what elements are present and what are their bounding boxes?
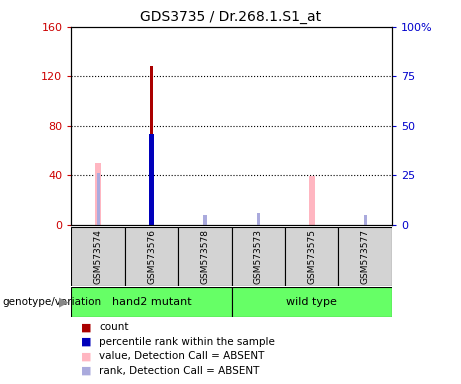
Text: wild type: wild type xyxy=(286,297,337,307)
Text: ■: ■ xyxy=(81,322,91,332)
Text: GSM573574: GSM573574 xyxy=(94,229,103,284)
Text: rank, Detection Call = ABSENT: rank, Detection Call = ABSENT xyxy=(99,366,260,376)
Text: ■: ■ xyxy=(81,351,91,361)
Bar xyxy=(71,287,231,317)
Bar xyxy=(96,173,100,225)
Bar xyxy=(231,227,285,286)
Text: ▶: ▶ xyxy=(59,295,68,308)
Text: GSM573577: GSM573577 xyxy=(361,229,370,284)
Text: GSM573575: GSM573575 xyxy=(307,229,316,284)
Text: GSM573578: GSM573578 xyxy=(201,229,209,284)
Bar xyxy=(95,163,101,225)
Text: ■: ■ xyxy=(81,366,91,376)
Text: percentile rank within the sample: percentile rank within the sample xyxy=(99,337,275,347)
Bar xyxy=(338,227,392,286)
Text: genotype/variation: genotype/variation xyxy=(2,297,101,307)
Bar xyxy=(125,227,178,286)
Bar xyxy=(178,227,231,286)
Text: hand2 mutant: hand2 mutant xyxy=(112,297,191,307)
Bar xyxy=(308,176,315,225)
Bar xyxy=(231,287,392,317)
Bar xyxy=(285,227,338,286)
Bar xyxy=(203,215,207,225)
Bar xyxy=(71,227,125,286)
Text: count: count xyxy=(99,322,129,332)
Text: value, Detection Call = ABSENT: value, Detection Call = ABSENT xyxy=(99,351,265,361)
Bar xyxy=(150,66,154,225)
Text: GDS3735 / Dr.268.1.S1_at: GDS3735 / Dr.268.1.S1_at xyxy=(140,10,321,23)
Text: GSM573576: GSM573576 xyxy=(147,229,156,284)
Text: GSM573573: GSM573573 xyxy=(254,229,263,284)
Bar xyxy=(149,134,154,225)
Bar xyxy=(364,215,367,225)
Text: ■: ■ xyxy=(81,337,91,347)
Bar xyxy=(257,213,260,225)
